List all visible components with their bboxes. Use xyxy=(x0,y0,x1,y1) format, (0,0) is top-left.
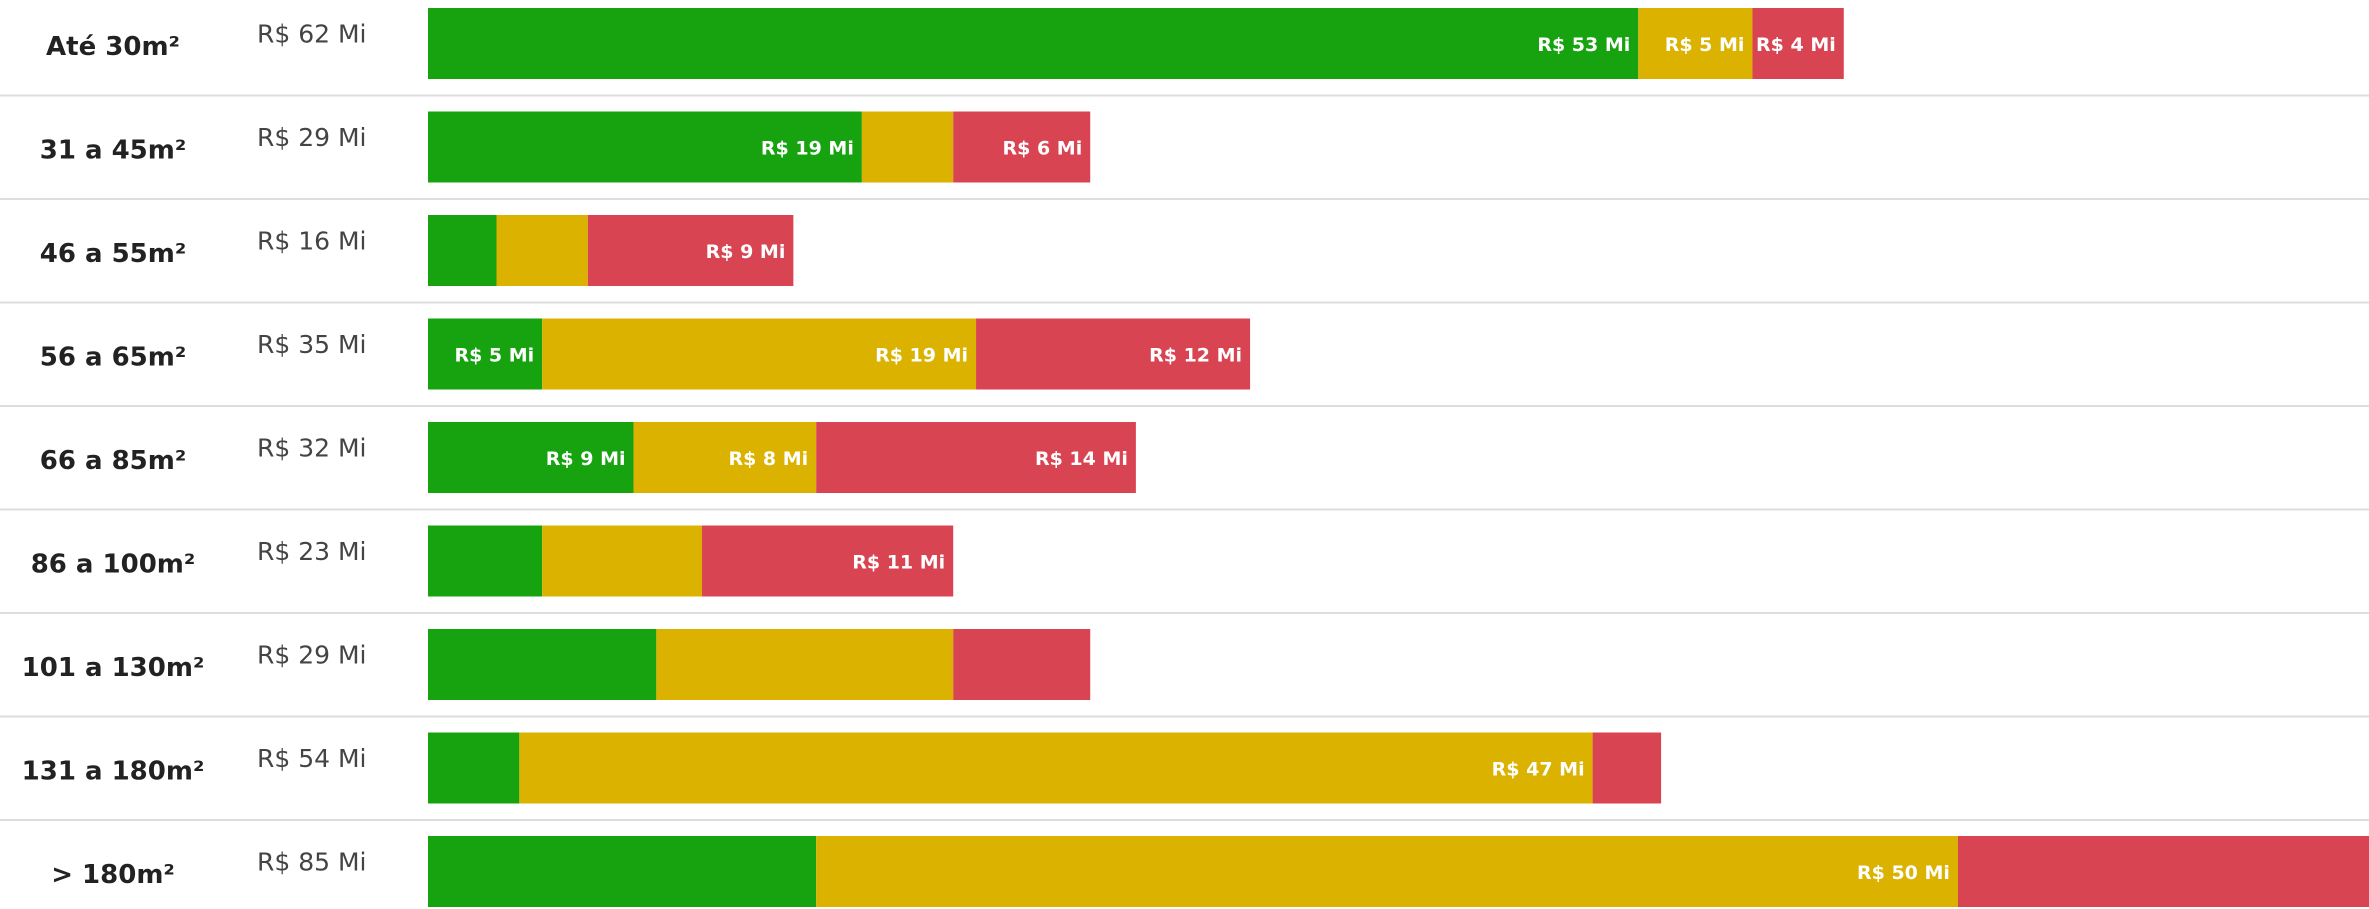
bar-segment xyxy=(861,111,954,183)
segment-label: R$ 6 Mi xyxy=(1002,138,1082,160)
category-label: 131 a 180m² xyxy=(22,757,205,787)
bar-segment xyxy=(953,629,1091,700)
segment-label: R$ 53 Mi xyxy=(1537,34,1630,56)
total-label: R$ 29 Mi xyxy=(257,641,367,670)
category-label: Até 30m² xyxy=(46,32,180,62)
total-label: R$ 35 Mi xyxy=(257,330,367,359)
bar-segment xyxy=(519,732,1593,804)
bar-segment xyxy=(428,732,520,804)
segment-label: R$ 47 Mi xyxy=(1492,759,1585,781)
bar-segment xyxy=(816,836,1958,907)
bar-segment xyxy=(428,836,817,907)
bar-segment xyxy=(587,215,794,286)
bar-segment xyxy=(428,8,1639,79)
total-label: R$ 32 Mi xyxy=(257,434,367,463)
segment-label: R$ 5 Mi xyxy=(1665,34,1745,56)
segment-label: R$ 11 Mi xyxy=(852,552,945,574)
category-label: 46 a 55m² xyxy=(40,239,187,269)
bar-segment xyxy=(633,422,817,493)
total-label: R$ 62 Mi xyxy=(257,20,367,49)
category-label: > 180m² xyxy=(51,860,175,890)
total-label: R$ 23 Mi xyxy=(257,537,367,566)
category-label: 56 a 65m² xyxy=(40,343,187,373)
total-label: R$ 16 Mi xyxy=(257,227,367,256)
bar-segment xyxy=(542,318,977,390)
bar-segment xyxy=(428,525,543,597)
total-label: R$ 29 Mi xyxy=(257,123,367,152)
bar-segment xyxy=(428,422,634,493)
segment-label: R$ 50 Mi xyxy=(1857,862,1950,884)
bar-segment xyxy=(428,111,862,183)
segment-label: R$ 5 Mi xyxy=(454,345,534,367)
segment-label: R$ 19 Mi xyxy=(761,138,854,160)
category-label: 31 a 45m² xyxy=(40,136,187,166)
segment-label: R$ 4 Mi xyxy=(1756,34,1836,56)
category-label: 101 a 130m² xyxy=(22,653,205,683)
segment-label: R$ 14 Mi xyxy=(1035,448,1128,470)
bar-segment xyxy=(976,318,1251,390)
segment-label: R$ 9 Mi xyxy=(546,448,626,470)
bar-segment xyxy=(1752,8,1844,79)
bar-segment xyxy=(816,422,1136,493)
bar-segment xyxy=(496,215,588,286)
category-label: 66 a 85m² xyxy=(40,446,187,476)
bar-segment xyxy=(428,215,497,286)
total-label: R$ 85 Mi xyxy=(257,848,367,877)
bar-segment xyxy=(1638,8,1753,79)
total-label: R$ 54 Mi xyxy=(257,744,367,773)
bar-segment xyxy=(542,525,703,597)
bar-segment xyxy=(953,111,1091,183)
bar-segment xyxy=(1592,732,1662,804)
segment-label: R$ 19 Mi xyxy=(875,345,968,367)
segment-label: R$ 12 Mi xyxy=(1149,345,1242,367)
category-label: 86 a 100m² xyxy=(31,550,196,580)
segment-label: R$ 9 Mi xyxy=(706,241,786,263)
bar-segment xyxy=(428,318,543,390)
bar-segment xyxy=(702,525,954,597)
bar-segment xyxy=(656,629,954,700)
bar-segment xyxy=(428,629,657,700)
bar-segment xyxy=(1957,836,2369,907)
segment-label: R$ 8 Mi xyxy=(728,448,808,470)
